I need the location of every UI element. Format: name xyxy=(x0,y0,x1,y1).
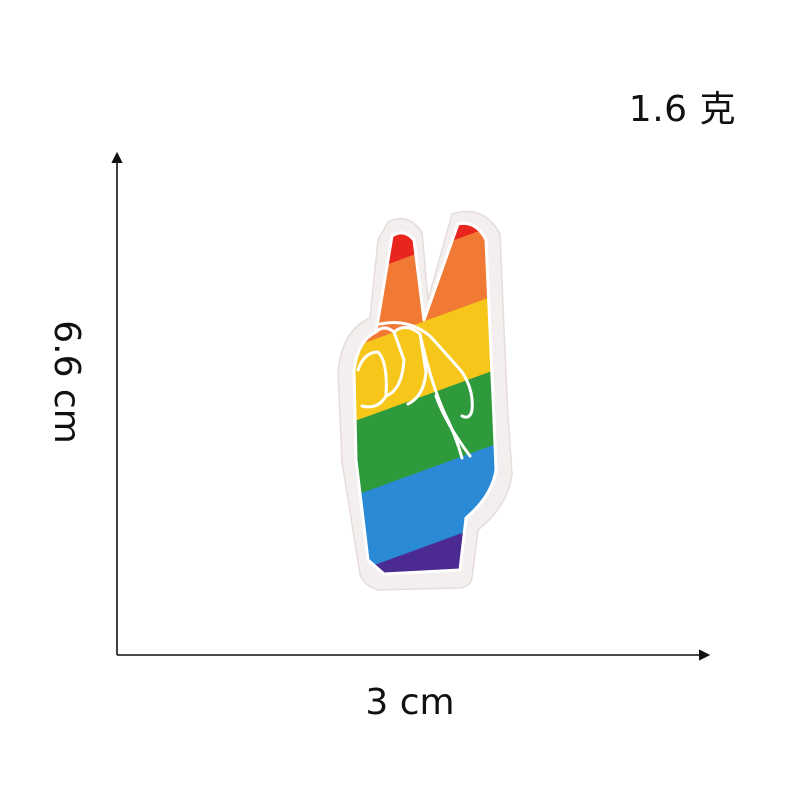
peace-hand-patch xyxy=(337,210,513,591)
width-dimension-label: 3 cm xyxy=(365,682,455,723)
finger-stitching xyxy=(356,321,474,460)
weight-label: 1.6 克 xyxy=(628,89,736,130)
hand-outline xyxy=(352,221,498,576)
height-dimension-label: 6.6 cm xyxy=(46,320,87,444)
